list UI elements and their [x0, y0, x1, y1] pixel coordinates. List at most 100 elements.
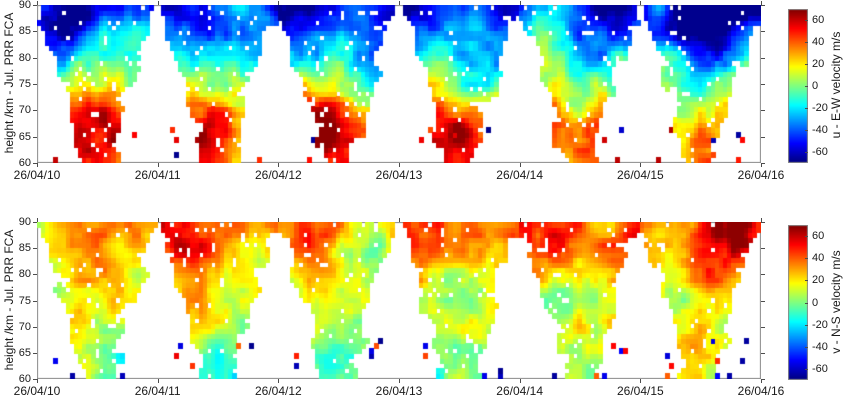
- v-heatmap-canvas: [37, 222, 761, 379]
- x-tick-label: 26/04/14: [496, 168, 544, 182]
- y-tick: [33, 163, 37, 164]
- x-tick: [519, 1, 521, 5]
- y-tick: [33, 379, 37, 380]
- y-tick: [33, 352, 37, 354]
- x-tick: [37, 379, 38, 383]
- x-tick: [761, 163, 762, 167]
- y-tick: [761, 222, 765, 223]
- y-tick: [761, 352, 765, 354]
- x-tick: [761, 218, 762, 222]
- y-tick: [761, 31, 765, 33]
- y-tick: [33, 84, 37, 85]
- x-tick-label: 26/04/15: [616, 384, 664, 398]
- y-tick-label: 85: [18, 242, 31, 255]
- y-tick-label: 70: [18, 320, 31, 333]
- y-tick-label: 90: [18, 0, 31, 11]
- y-tick-label: 65: [18, 346, 31, 359]
- y-tick: [761, 163, 765, 164]
- colorbar-tick: [805, 346, 808, 348]
- y-tick: [761, 379, 765, 380]
- y-tick-label: 80: [18, 268, 31, 281]
- y-tick: [33, 57, 37, 59]
- y-tick: [33, 326, 37, 328]
- x-tick-label: 26/04/10: [13, 168, 61, 182]
- colorbar-tick-label: 60: [812, 230, 825, 243]
- y-tick: [33, 300, 37, 302]
- x-tick: [519, 379, 521, 383]
- x-tick: [157, 379, 159, 383]
- y-tick-label: 75: [18, 78, 31, 90]
- y-tick: [33, 222, 37, 223]
- colorbar-tick-label: 0: [812, 296, 819, 309]
- y-tick-label: 80: [18, 51, 31, 64]
- x-tick: [37, 163, 38, 167]
- x-tick: [278, 218, 280, 222]
- y-tick-label: 85: [18, 25, 31, 38]
- x-tick: [761, 379, 762, 383]
- colorbar-tick-label: -20: [812, 318, 828, 331]
- colorbar-tick: [805, 152, 808, 153]
- y-tick-label: 65: [18, 130, 31, 143]
- colorbar-tick: [805, 130, 808, 131]
- x-tick: [278, 163, 280, 167]
- v-colorbar-canvas: [788, 225, 808, 380]
- x-tick: [640, 1, 642, 5]
- colorbar-tick: [805, 236, 808, 238]
- y-tick-label: 70: [18, 104, 31, 117]
- x-tick: [519, 163, 521, 167]
- x-tick: [37, 218, 38, 222]
- u-colorbar-canvas: [788, 9, 808, 163]
- x-tick: [640, 218, 642, 222]
- x-tick: [278, 379, 280, 383]
- y-tick-label: 75: [18, 294, 31, 307]
- y-tick: [761, 110, 765, 112]
- y-tick: [33, 136, 37, 138]
- x-tick: [37, 1, 38, 5]
- x-tick: [640, 379, 642, 383]
- y-tick: [33, 110, 37, 112]
- x-tick: [399, 218, 400, 222]
- colorbar-tick: [805, 280, 808, 282]
- colorbar-tick: [805, 64, 808, 65]
- colorbar-tick-label: 20: [812, 58, 825, 70]
- y-tick: [761, 5, 765, 6]
- y-tick: [761, 57, 765, 59]
- y-tick: [761, 274, 765, 276]
- colorbar-tick: [805, 302, 808, 304]
- y-tick: [33, 31, 37, 33]
- colorbar-tick-label: -40: [812, 340, 828, 353]
- x-tick-label: 26/04/16: [737, 168, 785, 182]
- colorbar-tick: [805, 42, 808, 43]
- y-tick: [33, 5, 37, 6]
- y-tick-label: 90: [18, 216, 31, 228]
- x-tick-label: 26/04/15: [616, 168, 664, 182]
- x-tick-label: 26/04/14: [496, 384, 544, 398]
- x-tick: [761, 1, 762, 5]
- x-tick: [519, 218, 521, 222]
- y-tick-label: 60: [18, 157, 31, 169]
- x-tick-label: 26/04/10: [13, 384, 61, 398]
- x-tick-label: 26/04/16: [737, 384, 785, 398]
- colorbar-tick: [805, 368, 808, 370]
- colorbar-tick: [805, 324, 808, 326]
- colorbar-tick-label: 20: [812, 274, 825, 287]
- x-tick: [399, 1, 400, 5]
- y-tick-label: 60: [18, 373, 31, 385]
- colorbar-tick-label: 40: [812, 36, 825, 48]
- colorbar-tick-label: -60: [812, 146, 828, 158]
- x-tick: [278, 1, 280, 5]
- colorbar-tick-label: 0: [812, 80, 819, 92]
- colorbar-tick: [805, 258, 808, 260]
- x-tick: [640, 163, 642, 167]
- colorbar-tick-label: -60: [812, 362, 828, 375]
- x-tick-label: 26/04/11: [134, 384, 181, 398]
- x-tick-label: 26/04/13: [375, 384, 423, 398]
- y-tick: [761, 136, 765, 138]
- x-tick: [157, 218, 159, 222]
- x-tick-label: 26/04/12: [254, 168, 302, 182]
- y-tick: [33, 274, 37, 276]
- x-tick-label: 26/04/13: [375, 168, 423, 182]
- x-tick: [157, 163, 159, 167]
- y-tick: [33, 248, 37, 250]
